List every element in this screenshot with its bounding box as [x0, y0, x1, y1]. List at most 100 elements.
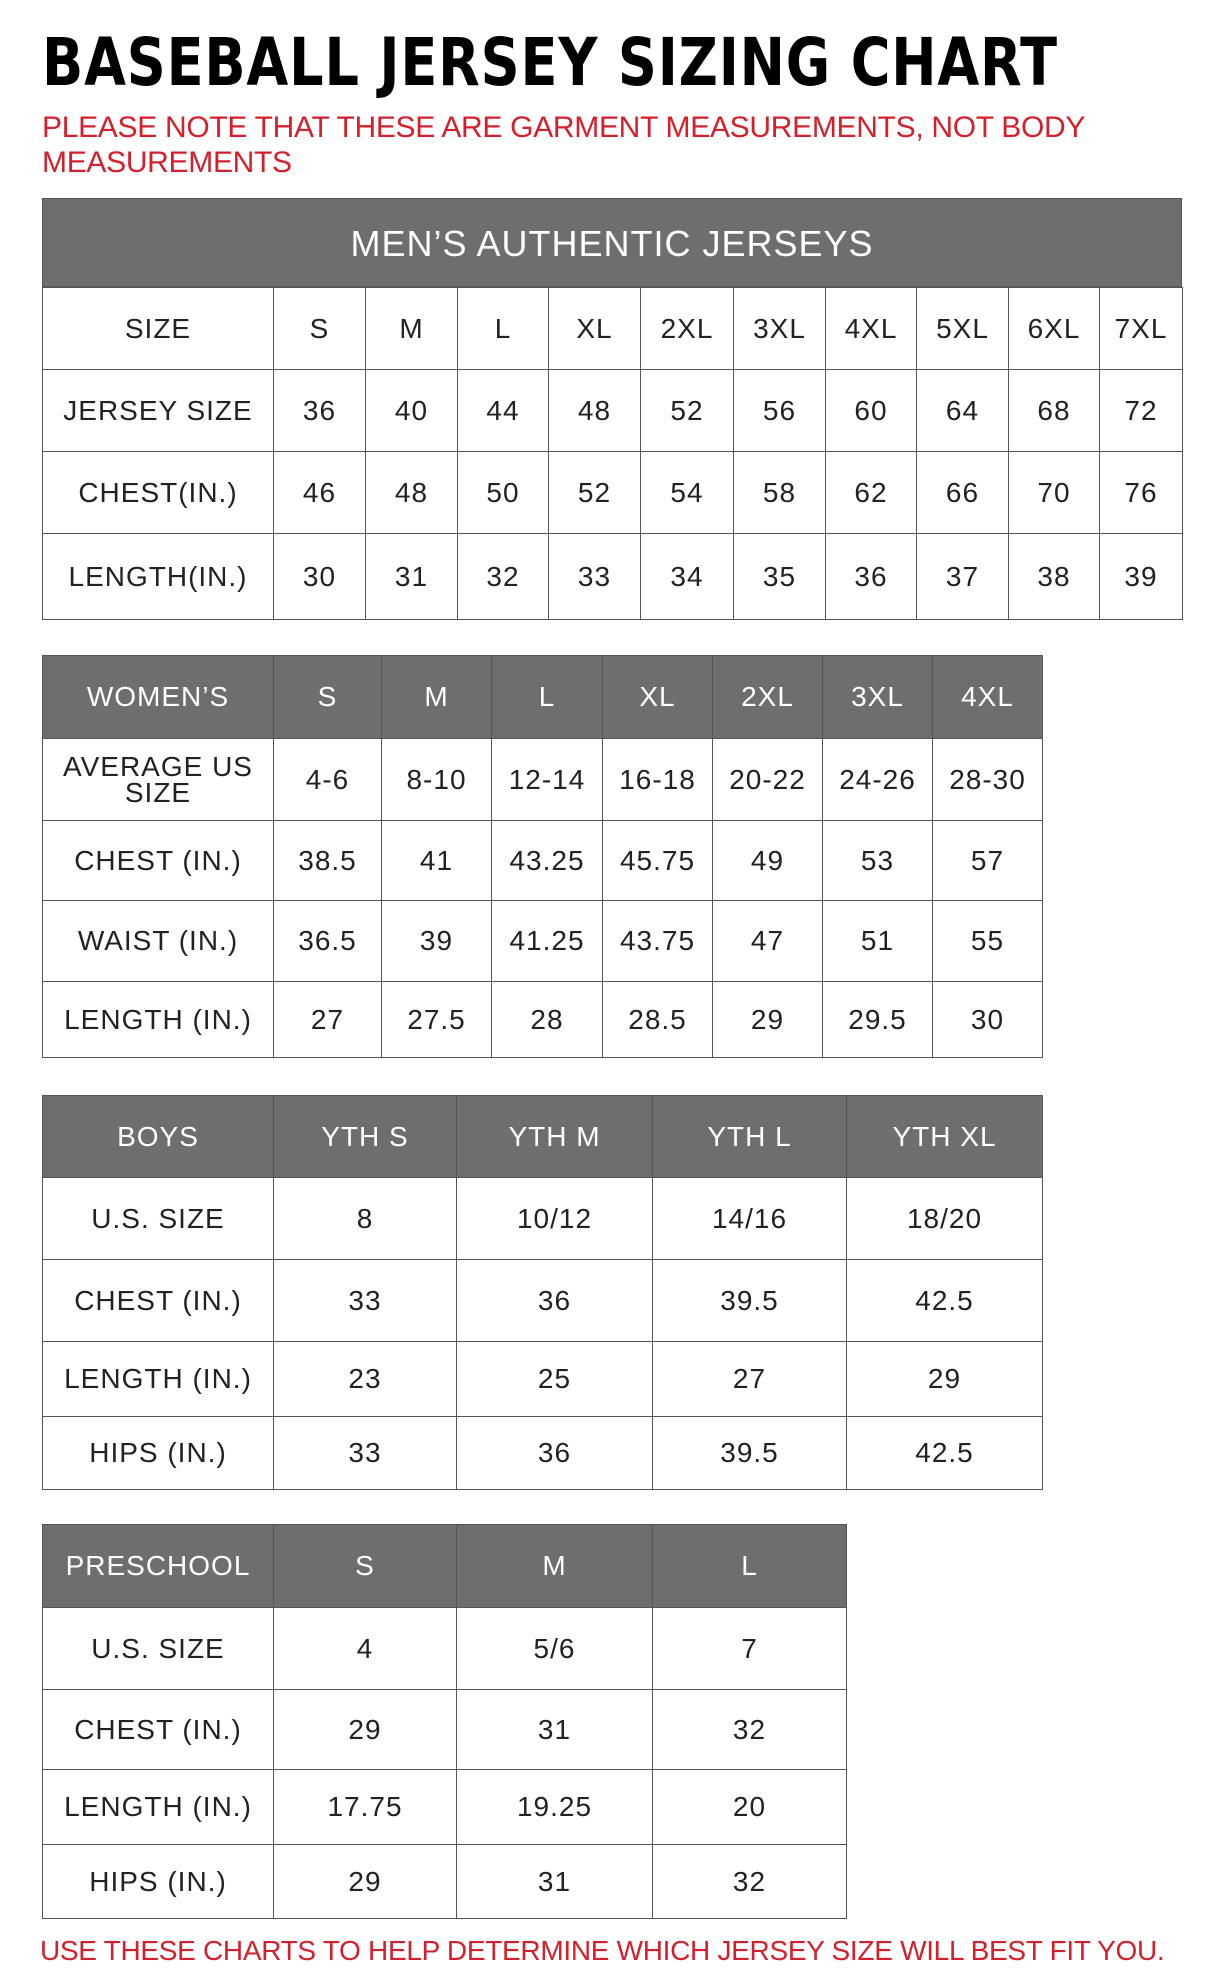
row-label: LENGTH(IN.) — [42, 533, 274, 620]
table-cell: 70 — [1008, 451, 1100, 534]
table-cell: 50 — [457, 451, 549, 534]
table-cell: 14/16 — [652, 1177, 847, 1260]
table-cell: 42.5 — [846, 1259, 1043, 1342]
row-label: U.S. SIZE — [42, 1607, 274, 1690]
preschool-header-cell: L — [652, 1524, 847, 1608]
table-cell: 35 — [733, 533, 826, 620]
table-cell: 18/20 — [846, 1177, 1043, 1260]
table-cell: 55 — [932, 900, 1043, 982]
table-cell: 40 — [365, 369, 458, 452]
table-row: U.S. SIZE 4 5/6 7 — [42, 1607, 847, 1690]
table-cell: 23 — [273, 1341, 457, 1417]
row-label: JERSEY SIZE — [42, 369, 274, 452]
table-row: CHEST(IN.) 46 48 50 52 54 58 62 66 70 76 — [42, 451, 1183, 534]
table-cell: 38 — [1008, 533, 1100, 620]
table-cell: 43.75 — [602, 900, 713, 982]
table-cell: 31 — [456, 1689, 653, 1770]
row-label: CHEST (IN.) — [42, 1689, 274, 1770]
row-label: WAIST (IN.) — [42, 900, 274, 982]
table-cell: 49 — [712, 820, 823, 901]
row-label: HIPS (IN.) — [42, 1844, 274, 1919]
table-cell: 7XL — [1099, 287, 1183, 370]
table-cell: 45.75 — [602, 820, 713, 901]
table-cell: 36.5 — [273, 900, 382, 982]
preschool-header-cell: M — [456, 1524, 653, 1608]
table-cell: 20-22 — [712, 738, 823, 821]
table-cell: 37 — [916, 533, 1009, 620]
footer-note: USE THESE CHARTS TO HELP DETERMINE WHICH… — [40, 1935, 1165, 1966]
table-cell: 38.5 — [273, 820, 382, 901]
table-cell: 34 — [640, 533, 734, 620]
table-cell: 29 — [273, 1844, 457, 1919]
table-cell: 39 — [1099, 533, 1183, 620]
boys-header-cell: YTH L — [652, 1095, 847, 1178]
table-cell: 39.5 — [652, 1259, 847, 1342]
womens-header-cell: 2XL — [712, 655, 823, 739]
table-cell: 10/12 — [456, 1177, 653, 1260]
table-row: LENGTH (IN.) 23 25 27 29 — [42, 1341, 1043, 1417]
page-title: BASEBALL JERSEY SIZING CHART — [42, 24, 1058, 101]
table-cell: 48 — [365, 451, 458, 534]
table-cell: 28 — [491, 981, 603, 1058]
table-cell: 32 — [457, 533, 549, 620]
table-cell: 36 — [825, 533, 917, 620]
table-cell: 36 — [456, 1259, 653, 1342]
table-cell: 76 — [1099, 451, 1183, 534]
table-cell: 12-14 — [491, 738, 603, 821]
table-cell: 66 — [916, 451, 1009, 534]
row-label: LENGTH (IN.) — [42, 1341, 274, 1417]
table-cell: 4 — [273, 1607, 457, 1690]
table-cell: 7 — [652, 1607, 847, 1690]
table-cell: 56 — [733, 369, 826, 452]
preschool-header-cell: PRESCHOOL — [42, 1524, 274, 1608]
table-row: JERSEY SIZE 36 40 44 48 52 56 60 64 68 72 — [42, 369, 1183, 452]
womens-header-cell: S — [273, 655, 382, 739]
table-cell: 33 — [548, 533, 641, 620]
row-label: CHEST (IN.) — [42, 820, 274, 901]
womens-header-cell: 4XL — [932, 655, 1043, 739]
table-cell: L — [457, 287, 549, 370]
table-cell: 20 — [652, 1769, 847, 1845]
table-cell: 29 — [846, 1341, 1043, 1417]
table-cell: 31 — [456, 1844, 653, 1919]
table-cell: 30 — [932, 981, 1043, 1058]
table-cell: 48 — [548, 369, 641, 452]
table-cell: 33 — [273, 1416, 457, 1490]
table-cell: 42.5 — [846, 1416, 1043, 1490]
row-label: LENGTH (IN.) — [42, 1769, 274, 1845]
table-cell: S — [273, 287, 366, 370]
table-cell: 32 — [652, 1689, 847, 1770]
table-cell: 46 — [273, 451, 366, 534]
table-cell: 41 — [381, 820, 492, 901]
table-cell: 54 — [640, 451, 734, 534]
table-cell: 8-10 — [381, 738, 492, 821]
table-row: HIPS (IN.) 33 36 39.5 42.5 — [42, 1416, 1043, 1490]
table-cell: 30 — [273, 533, 366, 620]
table-cell: 62 — [825, 451, 917, 534]
table-cell: 29 — [712, 981, 823, 1058]
womens-header-cell: M — [381, 655, 492, 739]
table-cell: 4-6 — [273, 738, 382, 821]
table-cell: 27 — [652, 1341, 847, 1417]
table-cell: 44 — [457, 369, 549, 452]
boys-header-cell: YTH M — [456, 1095, 653, 1178]
table-cell: 52 — [640, 369, 734, 452]
table-row: U.S. SIZE 8 10/12 14/16 18/20 — [42, 1177, 1043, 1260]
table-cell: 47 — [712, 900, 823, 982]
table-cell: 57 — [932, 820, 1043, 901]
table-row: HIPS (IN.) 29 31 32 — [42, 1844, 847, 1919]
table-cell: 8 — [273, 1177, 457, 1260]
row-label: U.S. SIZE — [42, 1177, 274, 1260]
table-cell: 36 — [273, 369, 366, 452]
table-cell: 17.75 — [273, 1769, 457, 1845]
table-row: LENGTH (IN.) 17.75 19.25 20 — [42, 1769, 847, 1845]
womens-header-cell: XL — [602, 655, 713, 739]
table-cell: M — [365, 287, 458, 370]
preschool-header-cell: S — [273, 1524, 457, 1608]
row-label: CHEST (IN.) — [42, 1259, 274, 1342]
table-cell: 27.5 — [381, 981, 492, 1058]
table-cell: XL — [548, 287, 641, 370]
table-cell: 52 — [548, 451, 641, 534]
boys-size-table: BOYS YTH S YTH M YTH L YTH XL U.S. SIZE 8 10/12… — [42, 1095, 1043, 1490]
table-row: CHEST (IN.) 33 36 39.5 42.5 — [42, 1259, 1043, 1342]
